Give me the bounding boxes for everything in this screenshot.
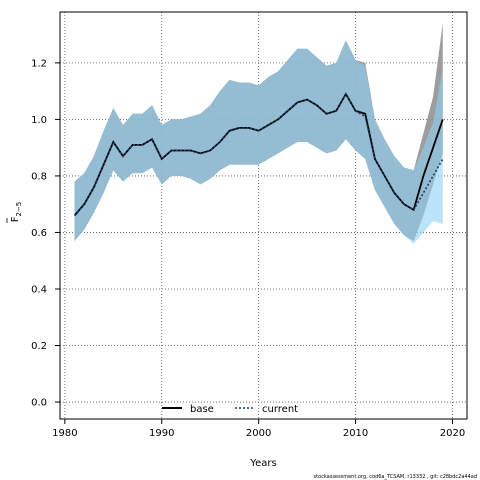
y-axis-label-main: F — [10, 216, 21, 222]
y-tick-label-5: 1.0 — [31, 115, 47, 126]
footer-source-text: stockassessment.org, cod6a_TCSAM, r13332… — [313, 474, 477, 480]
svg-text:F2−5: F2−5 — [10, 202, 23, 223]
y-tick-label-0: 0.0 — [31, 398, 47, 409]
y-axis-ticks: 0.0 0.2 0.4 0.6 0.8 1.0 1.2 — [31, 58, 60, 409]
x-axis-ticks: 1980 1990 2000 2010 2020 — [52, 419, 465, 439]
confidence-bands — [74, 23, 443, 244]
legend: base current — [162, 404, 298, 415]
y-tick-label-3: 0.6 — [31, 228, 47, 239]
x-tick-label-1990: 1990 — [149, 428, 174, 439]
y-tick-label-1: 0.2 — [31, 341, 47, 352]
confidence-band-current — [74, 40, 443, 244]
y-tick-label-6: 1.2 — [31, 58, 47, 69]
x-tick-label-2000: 2000 — [246, 428, 271, 439]
legend-label-current: current — [262, 404, 298, 415]
legend-label-base: base — [190, 404, 214, 415]
y-axis-label-subscript: 2−5 — [15, 202, 23, 217]
plot-frame — [59, 11, 468, 420]
series-line-current — [73, 92, 444, 217]
x-tick-label-2020: 2020 — [440, 428, 465, 439]
y-tick-label-2: 0.4 — [31, 284, 47, 295]
y-axis-label: F2−5 — [6, 202, 23, 223]
x-tick-label-1980: 1980 — [52, 428, 77, 439]
x-axis-label: Years — [249, 458, 276, 469]
x-tick-label-2010: 2010 — [343, 428, 368, 439]
y-tick-label-4: 0.8 — [31, 171, 47, 182]
series-lines — [73, 92, 444, 217]
